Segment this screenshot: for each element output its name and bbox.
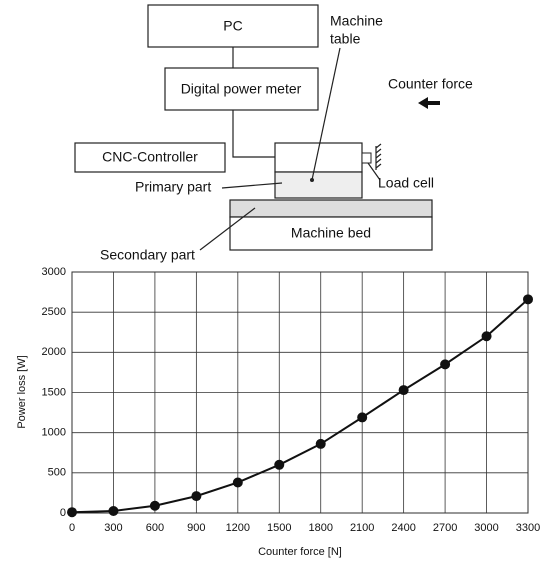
y-tick-label: 500 <box>48 467 66 479</box>
y-tick-label: 1500 <box>42 386 66 398</box>
data-point <box>191 491 202 502</box>
cnc-box <box>74 142 226 173</box>
cnc-label: CNC-Controller <box>102 149 198 165</box>
y-tick-label: 3000 <box>42 266 66 278</box>
secondary-label: Secondary part <box>100 247 195 263</box>
meter-label: Digital power meter <box>181 81 302 97</box>
x-axis-label: Counter force [N] <box>258 546 342 558</box>
connector <box>232 110 275 158</box>
x-tick-label: 300 <box>104 522 122 534</box>
leader <box>367 162 381 181</box>
data-point <box>481 331 492 342</box>
leader <box>311 47 341 181</box>
data-point <box>440 359 451 370</box>
counter-force-label: Counter force <box>388 76 473 92</box>
data-line <box>71 298 529 514</box>
x-tick-label: 1200 <box>226 522 250 534</box>
machine-table-label: table <box>330 31 361 47</box>
hatch <box>375 143 382 169</box>
x-tick-label: 0 <box>69 522 75 534</box>
load-cell-label: Load cell <box>378 175 434 191</box>
leader <box>199 207 256 251</box>
y-tick-label: 2500 <box>42 306 66 318</box>
data-point <box>398 385 409 396</box>
x-tick-label: 1800 <box>308 522 332 534</box>
data-point <box>149 500 160 511</box>
x-tick-label: 2700 <box>433 522 457 534</box>
data-point <box>357 412 368 423</box>
primary-label: Primary part <box>135 179 211 195</box>
machine-table-label: Machine <box>330 13 383 29</box>
secondary-part-strip <box>229 199 433 218</box>
x-tick-label: 2100 <box>350 522 374 534</box>
pc-box <box>147 4 319 48</box>
x-tick-label: 3000 <box>474 522 498 534</box>
y-tick-label: 1000 <box>42 427 66 439</box>
primary-part-box <box>274 171 363 199</box>
x-tick-label: 3300 <box>516 522 540 534</box>
data-point <box>523 294 533 305</box>
x-tick-label: 1500 <box>267 522 291 534</box>
bed-label: Machine bed <box>291 225 371 241</box>
x-tick-label: 900 <box>187 522 205 534</box>
meter-box <box>164 67 319 111</box>
x-tick-label: 2400 <box>391 522 415 534</box>
y-axis-label: Power loss [W] <box>16 355 28 428</box>
load-cell <box>361 152 372 164</box>
pc-label: PC <box>223 18 242 34</box>
diagram: PC Digital power meter CNC-Controller Ma… <box>74 4 473 263</box>
data-point <box>232 477 243 488</box>
x-tick-label: 600 <box>146 522 164 534</box>
data-point <box>67 507 77 518</box>
data-point <box>108 505 119 516</box>
leader <box>221 182 283 189</box>
data-point <box>274 459 285 470</box>
arrow <box>418 97 440 109</box>
bed-box <box>229 216 433 251</box>
y-tick-label: 2000 <box>42 346 66 358</box>
data-point <box>315 438 326 449</box>
y-tick-label: 0 <box>60 507 66 519</box>
